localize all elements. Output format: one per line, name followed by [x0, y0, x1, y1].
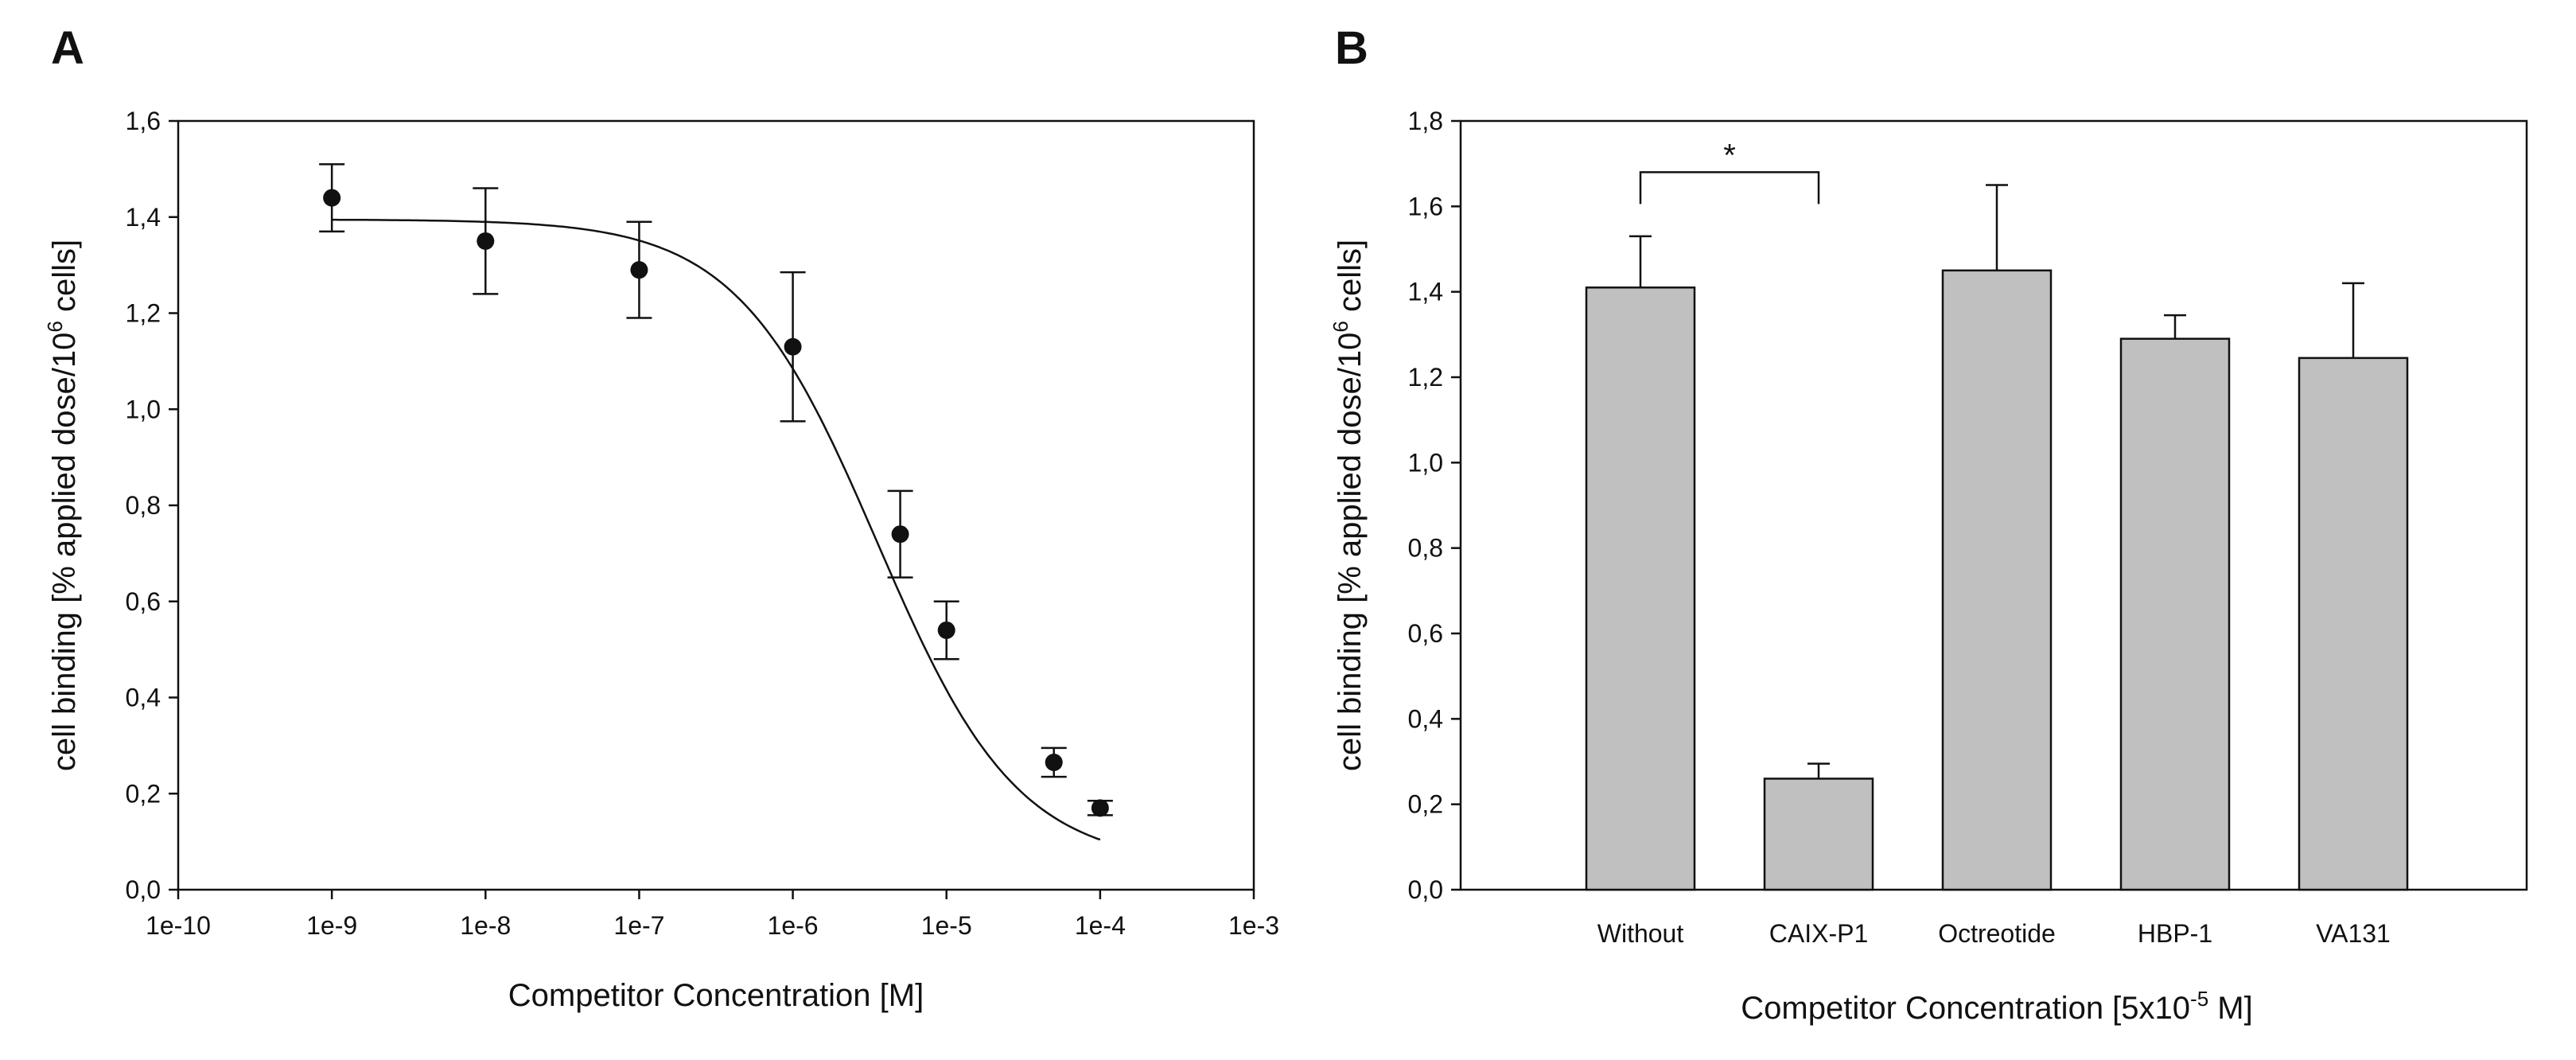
significance-bracket	[1639, 171, 1820, 205]
panel-a-scatter-chart: 0,00,20,40,60,81,01,21,41,6 1e-10 1e-9 1e-…	[43, 107, 1279, 1013]
data-point	[937, 621, 955, 639]
y-tick-label: 1,0	[1408, 448, 1443, 477]
y-tick-label: 0,2	[1408, 790, 1443, 819]
y-tick-label: 1,4	[1408, 278, 1443, 306]
x-category-label: Octreotide	[1938, 919, 2056, 948]
x-category-label: CAIX-P1	[1769, 919, 1868, 948]
panel-a-plot-frame	[177, 119, 1255, 891]
y-tick-label: 0,6	[1408, 619, 1443, 648]
panel-b-x-axis-title: Competitor Concentration [5x10-5 M]	[1741, 987, 2252, 1026]
x-tick-label: 1e-6	[768, 911, 819, 940]
panel-b-bars	[1585, 184, 2409, 891]
panel-b-y-axis: 0,0 0,2 0,4 0,6 0,8 1,0 1,2 1,4 1,6 1,8	[1408, 107, 1461, 904]
y-tick-label: 1,6	[126, 107, 161, 135]
y-tick-label: 1,4	[126, 203, 161, 232]
panel-a-y-axis-title: cell binding [% applied dose/106 cells]	[43, 240, 82, 771]
panel-b-bar-chart: 0,0 0,2 0,4 0,6 0,8 1,0 1,2 1,4 1,6 1,8 Without CA…	[1329, 107, 2528, 1026]
y-tick-label: 0,0	[1408, 875, 1443, 904]
bar-va131	[2298, 357, 2409, 891]
data-point	[630, 261, 648, 279]
y-tick-label: 0,4	[126, 684, 161, 712]
x-category-label: Without	[1597, 919, 1684, 948]
panel-b-x-axis: Without CAIX-P1 Octreotide HBP-1 VA131	[1597, 919, 2391, 948]
y-tick-label: 0,8	[126, 491, 161, 520]
panel-a-y-axis: 0,0 0,2 0,4 0,6 0,8 1,0 1,2 1,4 1,6	[126, 107, 178, 904]
panel-a-letter: A	[51, 22, 84, 74]
bar-without	[1585, 286, 1696, 891]
y-tick-label: 1,0	[126, 395, 161, 423]
y-tick-label: 0,6	[126, 587, 161, 616]
panel-b-letter: B	[1335, 22, 1368, 74]
bar-octreotide	[1941, 269, 2053, 891]
y-tick-label: 0,8	[1408, 534, 1443, 563]
y-tick-label: 1,8	[1408, 107, 1443, 135]
data-point	[891, 525, 909, 544]
panel-a-data-points	[319, 163, 1113, 817]
y-tick-label: 1,2	[1408, 363, 1443, 392]
x-tick-label: 1e-7	[613, 911, 664, 940]
panel-b-significance: *	[1639, 138, 1820, 205]
y-tick-label: 0,2	[126, 779, 161, 808]
data-point	[1045, 754, 1063, 772]
panel-b-y-axis-title: cell binding [% applied dose/106 cells]	[1329, 240, 1368, 771]
x-category-label: HBP-1	[2138, 919, 2212, 948]
x-tick-label: 1e-9	[306, 911, 357, 940]
x-category-label: VA131	[2316, 919, 2391, 948]
x-tick-label: 1e-5	[921, 911, 972, 940]
bar-hbp-1	[2119, 337, 2231, 891]
y-tick-label: 1,6	[1408, 192, 1443, 220]
y-tick-label: 0,0	[126, 875, 161, 904]
x-tick-label: 1e-4	[1075, 911, 1126, 940]
data-point	[477, 232, 495, 250]
y-tick-label: 1,2	[126, 299, 161, 328]
data-point	[784, 337, 802, 356]
x-tick-label: 1e-10	[146, 911, 211, 940]
data-point	[1091, 799, 1109, 817]
panel-a-x-axis: 1e-10 1e-9 1e-8 1e-7 1e-6 1e-5 1e-4 1e-3	[146, 890, 1279, 940]
x-tick-label: 1e-8	[460, 911, 511, 940]
x-tick-label: 1e-3	[1228, 911, 1279, 940]
data-point	[323, 189, 341, 207]
panel-a-x-axis-title: Competitor Concentration [M]	[508, 978, 924, 1013]
significance-star: *	[1723, 138, 1736, 173]
bar-caix-p1	[1763, 777, 1874, 891]
panel-a-fit-curve	[332, 218, 1101, 841]
y-tick-label: 0,4	[1408, 704, 1443, 733]
